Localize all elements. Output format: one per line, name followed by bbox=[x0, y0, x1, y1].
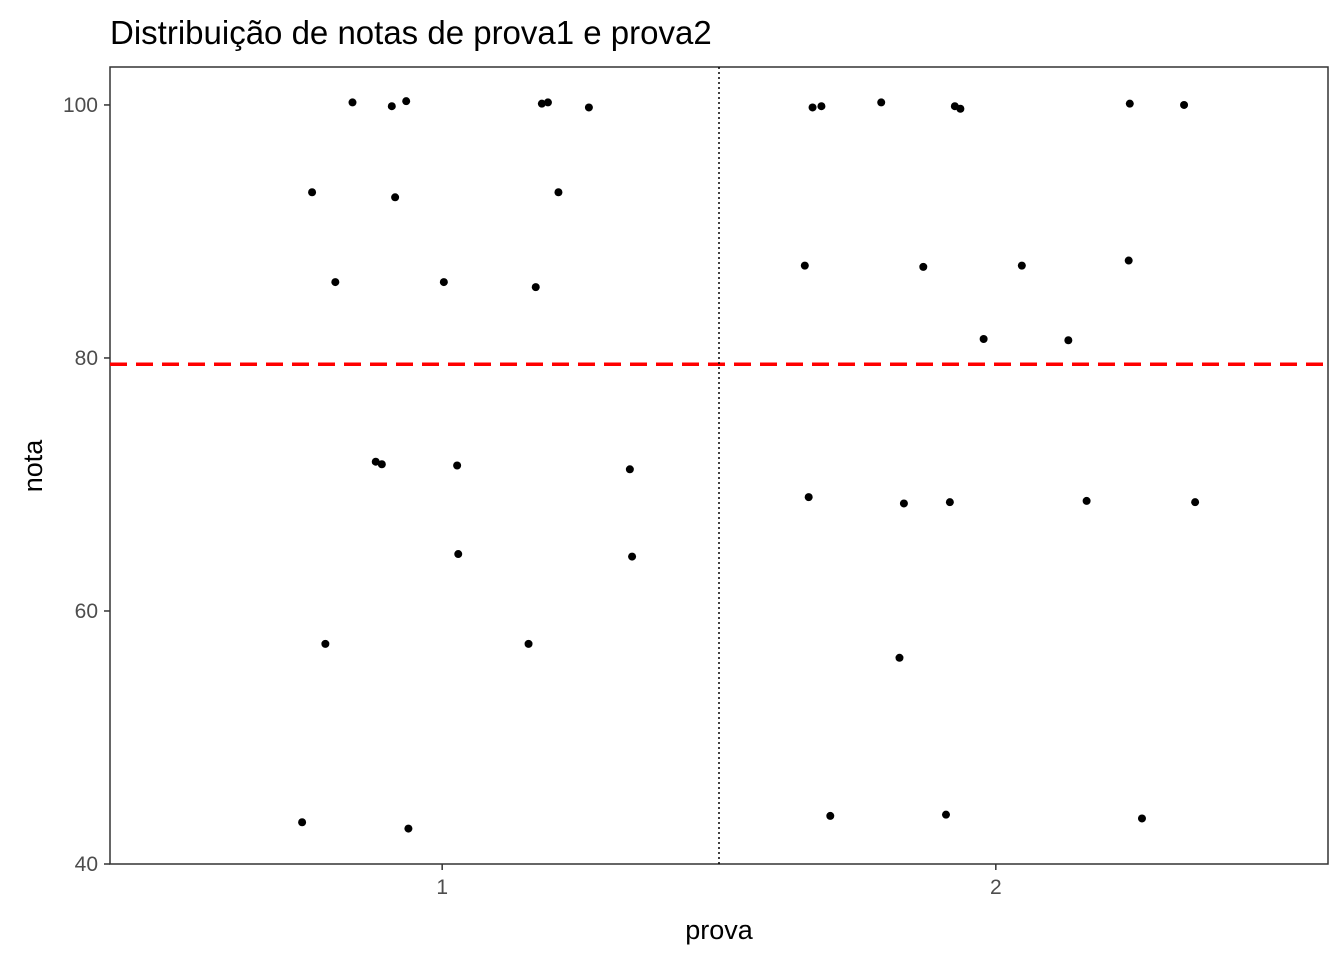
data-point bbox=[945, 498, 954, 507]
y-axis: 40 60 80 100 bbox=[63, 94, 110, 876]
data-point bbox=[391, 193, 400, 202]
data-point bbox=[877, 98, 886, 107]
data-point bbox=[453, 461, 462, 470]
chart-title: Distribuição de notas de prova1 e prova2 bbox=[110, 14, 712, 51]
y-tick-label: 60 bbox=[75, 600, 98, 623]
data-point bbox=[979, 334, 988, 343]
data-point bbox=[439, 278, 448, 287]
plot-panel bbox=[109, 66, 1329, 865]
y-tick-label: 40 bbox=[75, 853, 98, 876]
data-point bbox=[804, 493, 813, 502]
data-point bbox=[331, 278, 340, 287]
data-point bbox=[1191, 498, 1200, 507]
y-axis-title: nota bbox=[18, 439, 48, 493]
data-point bbox=[404, 824, 413, 833]
y-tick-label: 80 bbox=[75, 347, 98, 370]
data-point bbox=[941, 810, 950, 819]
data-point bbox=[1082, 496, 1091, 505]
data-point bbox=[308, 188, 317, 197]
data-point bbox=[919, 262, 928, 271]
data-point bbox=[1064, 336, 1073, 345]
data-point bbox=[371, 457, 380, 466]
x-tick-label: 1 bbox=[436, 876, 448, 899]
data-point bbox=[321, 639, 330, 648]
y-tick-label: 100 bbox=[63, 94, 98, 117]
data-point bbox=[817, 102, 826, 111]
data-point bbox=[1180, 100, 1189, 109]
data-point bbox=[377, 460, 386, 469]
data-point bbox=[1137, 814, 1146, 823]
data-point bbox=[537, 99, 546, 108]
data-point bbox=[531, 283, 540, 292]
data-point bbox=[524, 639, 533, 648]
reference-lines bbox=[110, 67, 1328, 864]
data-point bbox=[554, 188, 563, 197]
data-point bbox=[298, 818, 307, 827]
data-point bbox=[895, 653, 904, 662]
data-point bbox=[899, 499, 908, 508]
data-point bbox=[348, 98, 357, 107]
data-point bbox=[808, 103, 817, 112]
data-point bbox=[800, 261, 809, 270]
x-tick-label: 2 bbox=[990, 876, 1002, 899]
data-point bbox=[1124, 256, 1133, 265]
data-point bbox=[625, 465, 634, 474]
data-points bbox=[298, 97, 1200, 833]
data-point bbox=[826, 811, 835, 820]
data-point bbox=[402, 97, 411, 106]
data-point bbox=[1017, 261, 1026, 270]
data-point bbox=[387, 102, 396, 111]
data-point bbox=[543, 98, 552, 107]
data-point bbox=[1125, 99, 1134, 108]
data-point bbox=[454, 550, 463, 559]
data-point bbox=[628, 552, 637, 561]
x-axis-title: prova bbox=[685, 915, 754, 945]
data-point bbox=[956, 104, 965, 113]
data-point bbox=[584, 103, 593, 112]
